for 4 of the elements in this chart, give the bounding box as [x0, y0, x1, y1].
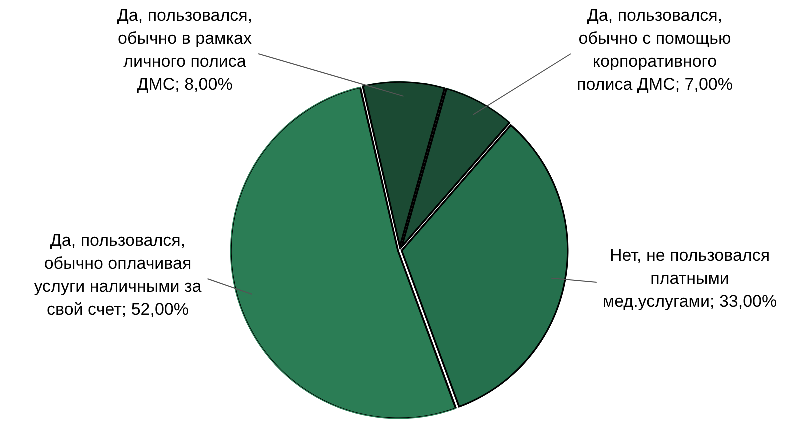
- slice-label: Да, пользовался, обычно с помощью корпоративного полиса ДМС; 7,00%: [577, 6, 733, 94]
- slice-label: Да, пользовался, обычно в рамках личного полиса ДМС; 8,00%: [117, 6, 253, 94]
- slice-label: Нет, не пользовался платными мед.услугами; 33,00%: [602, 246, 778, 312]
- slice-label: Да, пользовался, обычно оплачивая услуги наличными за свой счет; 52,00%: [34, 231, 202, 320]
